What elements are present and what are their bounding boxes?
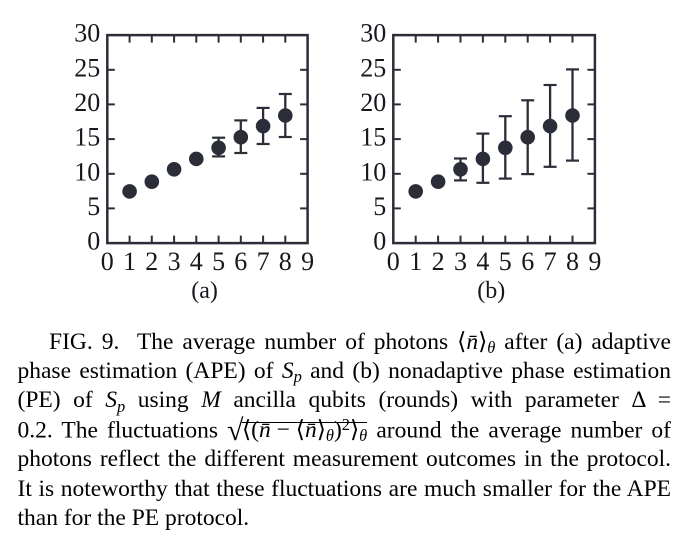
svg-text:25: 25 <box>74 53 100 82</box>
svg-text:0: 0 <box>87 227 100 256</box>
svg-text:4: 4 <box>476 247 489 276</box>
svg-text:3: 3 <box>168 247 181 276</box>
svg-text:15: 15 <box>360 123 386 152</box>
svg-text:5: 5 <box>499 247 512 276</box>
svg-text:25: 25 <box>360 53 386 82</box>
svg-text:5: 5 <box>212 247 225 276</box>
svg-text:4: 4 <box>190 247 203 276</box>
svg-text:20: 20 <box>74 88 100 117</box>
svg-text:10: 10 <box>74 157 100 186</box>
svg-text:6: 6 <box>234 247 247 276</box>
svg-text:2: 2 <box>145 247 158 276</box>
svg-text:0: 0 <box>101 247 114 276</box>
svg-text:1: 1 <box>123 247 136 276</box>
svg-text:5: 5 <box>87 192 100 221</box>
svg-text:30: 30 <box>360 19 386 48</box>
svg-text:0: 0 <box>387 247 400 276</box>
svg-text:15: 15 <box>74 123 100 152</box>
svg-text:3: 3 <box>454 247 467 276</box>
svg-text:9: 9 <box>301 247 314 276</box>
svg-text:(a): (a) <box>191 278 218 304</box>
svg-text:1: 1 <box>409 247 422 276</box>
svg-text:(b): (b) <box>477 278 505 304</box>
svg-text:7: 7 <box>257 247 270 276</box>
svg-text:6: 6 <box>521 247 534 276</box>
svg-text:7: 7 <box>544 247 557 276</box>
svg-text:8: 8 <box>279 247 292 276</box>
svg-text:10: 10 <box>360 157 386 186</box>
svg-text:5: 5 <box>373 192 386 221</box>
svg-text:9: 9 <box>588 247 601 276</box>
svg-text:8: 8 <box>566 247 579 276</box>
svg-text:2: 2 <box>432 247 445 276</box>
svg-text:30: 30 <box>74 19 100 48</box>
svg-text:20: 20 <box>360 88 386 117</box>
svg-text:0: 0 <box>373 227 386 256</box>
